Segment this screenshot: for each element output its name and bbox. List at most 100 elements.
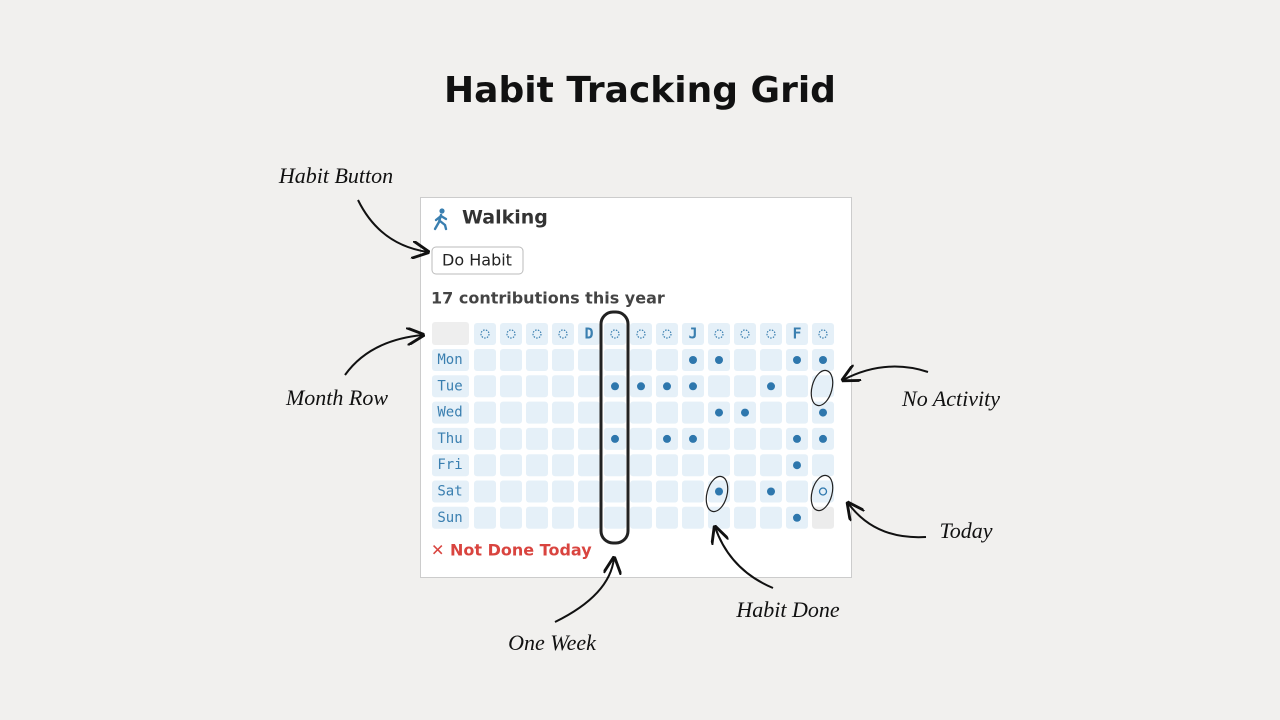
done-dot <box>715 408 723 417</box>
grid-cell <box>630 401 652 424</box>
contributions: 17 contributions this year <box>431 289 665 308</box>
month-icon <box>662 329 672 339</box>
done-circle <box>705 475 729 513</box>
grid-cell <box>786 480 808 503</box>
done-dot <box>767 382 775 391</box>
annotation: Today <box>940 518 993 543</box>
do-habit-label[interactable]: Do Habit <box>442 251 512 270</box>
grid-cell <box>578 480 600 503</box>
no-activity-circle <box>810 369 834 407</box>
grid-cell <box>526 454 548 477</box>
corner-cell <box>432 322 469 345</box>
done-dot <box>715 487 723 496</box>
grid-cell <box>734 506 756 529</box>
done-dot <box>637 382 645 391</box>
grid-cell <box>786 401 808 424</box>
arrow <box>843 367 929 380</box>
grid-cell <box>526 480 548 503</box>
grid-cell <box>812 506 834 529</box>
arrow <box>554 558 614 623</box>
done-dot <box>793 356 801 364</box>
done-dot <box>611 434 619 443</box>
grid-cell <box>760 506 782 529</box>
day-cell <box>432 349 469 371</box>
month-cell <box>682 323 704 345</box>
done-dot <box>793 434 801 443</box>
arrow <box>357 199 428 252</box>
today-circle <box>810 474 834 512</box>
grid-cell <box>708 375 730 398</box>
grid-cell <box>552 480 574 503</box>
annotation: Habit Done <box>735 597 840 622</box>
day-cell <box>432 401 469 424</box>
done-dot <box>819 408 827 417</box>
annotation: Month Row <box>285 385 388 410</box>
grid-cell <box>604 401 626 424</box>
grid-cell <box>552 506 574 529</box>
day-label: Wed <box>437 405 462 421</box>
grid-cell <box>552 349 574 371</box>
grid-cell <box>656 480 678 503</box>
grid-cell <box>552 375 574 398</box>
grid-cell <box>578 349 600 371</box>
grid-cell <box>578 454 600 477</box>
arrow <box>715 527 774 589</box>
grid-cell <box>760 349 782 371</box>
grid-cell <box>500 480 522 503</box>
month-icon <box>506 329 516 339</box>
month-cell <box>578 323 600 345</box>
grid-cell <box>526 375 548 398</box>
done-dot <box>611 382 619 391</box>
day-label: Mon <box>437 352 462 368</box>
arrow <box>848 503 927 539</box>
do-habit-button[interactable] <box>431 246 524 275</box>
day-label: Tue <box>437 378 462 394</box>
month-icon <box>740 329 750 339</box>
grid: D J F Mon Tue Wed Thu Fri Sat Sun <box>432 323 834 529</box>
grid-cell <box>526 427 548 450</box>
month-icon <box>818 329 828 339</box>
grid-cell <box>786 375 808 398</box>
grid-cell <box>656 349 678 371</box>
grid-cell <box>474 349 496 371</box>
grid-cell <box>500 349 522 371</box>
month-label: J <box>688 325 697 343</box>
day-cell <box>432 480 469 503</box>
grid-cell <box>500 375 522 398</box>
grid-cell <box>578 427 600 450</box>
grid-cell <box>630 427 652 450</box>
day-label: Thu <box>437 431 462 447</box>
month-icon <box>714 329 724 339</box>
grid-cell <box>552 454 574 477</box>
today-dot <box>818 487 828 496</box>
grid-cell <box>526 401 548 424</box>
month-icon <box>766 329 776 339</box>
grid-cell <box>682 480 704 503</box>
grid-cell <box>682 506 704 529</box>
grid-cell <box>708 454 730 477</box>
annotation: Habit Button <box>278 163 393 188</box>
grid-cell <box>500 427 522 450</box>
grid-cell <box>526 506 548 529</box>
grid-cell <box>682 401 704 424</box>
grid-cell <box>812 375 834 398</box>
status: ✕ Not Done Today <box>431 541 592 560</box>
month-label: D <box>584 325 593 343</box>
walk-icon <box>433 208 448 231</box>
month-cell <box>526 323 548 345</box>
grid-cell <box>734 375 756 398</box>
habit-name: Walking <box>462 207 548 229</box>
day-label: Fri <box>437 457 462 473</box>
grid-cell <box>656 506 678 529</box>
month-cell <box>500 323 522 345</box>
grid-cell <box>708 427 730 450</box>
grid-cell <box>526 349 548 371</box>
grid-cell <box>630 480 652 503</box>
arrow <box>344 335 423 376</box>
done-dot <box>689 356 697 364</box>
grid-cell <box>474 480 496 503</box>
grid-cell <box>812 454 834 477</box>
grid-cell <box>656 454 678 477</box>
grid-cell <box>578 375 600 398</box>
